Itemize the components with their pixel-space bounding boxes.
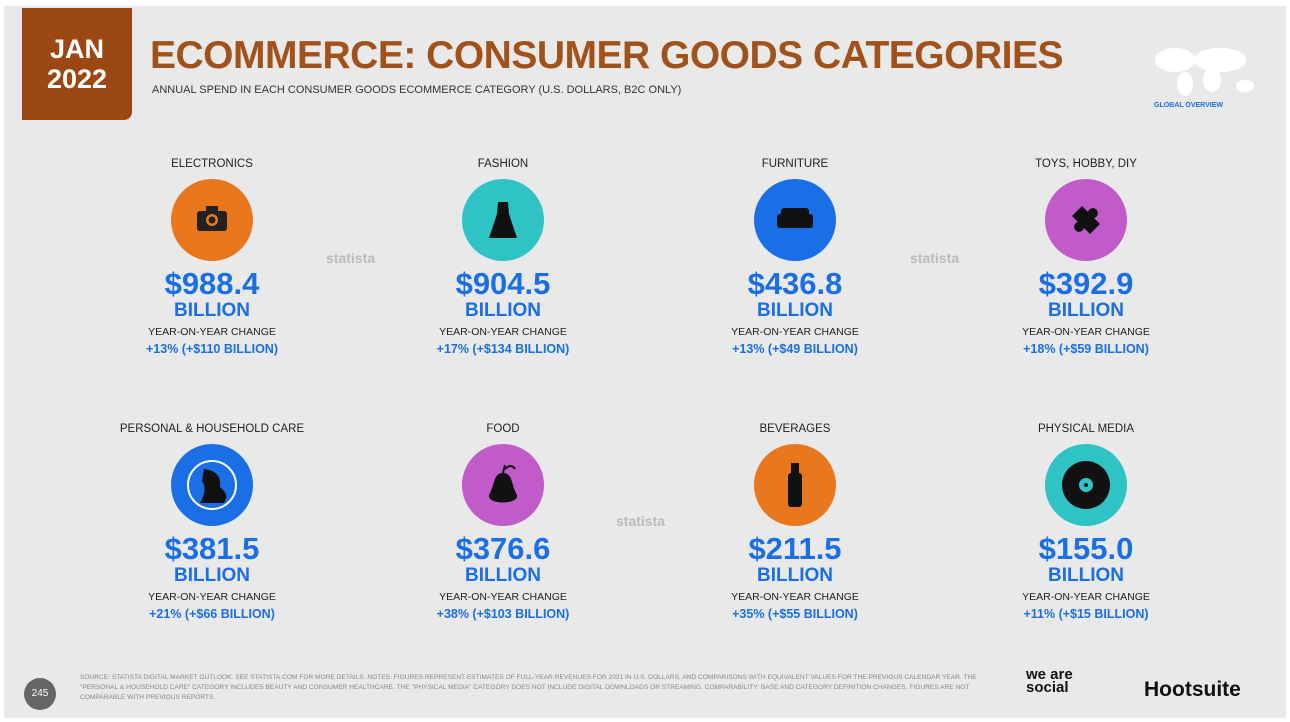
map-label: GLOBAL OVERVIEW	[1154, 102, 1223, 109]
change-label: YEAR-ON-YEAR CHANGE	[731, 591, 859, 603]
category-cell: PERSONAL & HOUSEHOLD CARE $381.5 BILLION YE…	[82, 423, 342, 621]
category-name: ELECTRONICS	[171, 158, 253, 170]
slide: JAN 2022 ECOMMERCE: CONSUMER GOODS CATEGO…	[4, 6, 1286, 718]
category-icon	[754, 179, 836, 261]
category-icon	[462, 444, 544, 526]
category-value: $155.0	[1038, 531, 1134, 566]
change-label: YEAR-ON-YEAR CHANGE	[439, 326, 567, 338]
category-name: TOYS, HOBBY, DIY	[1035, 158, 1137, 170]
category-cell: PHYSICAL MEDIA $155.0 BILLION YEAR-ON-YEAR …	[956, 423, 1216, 621]
change-label: YEAR-ON-YEAR CHANGE	[1022, 326, 1150, 338]
category-unit: BILLION	[465, 565, 541, 586]
category-name: PHYSICAL MEDIA	[1037, 423, 1135, 435]
change-value: +13% (+$110 BILLION)	[145, 342, 278, 356]
category-value: $436.8	[747, 266, 843, 301]
category-value: $392.9	[1038, 266, 1134, 301]
category-unit: BILLION	[465, 300, 541, 321]
badge-year: 2022	[46, 64, 108, 94]
we-are-social-logo: we are social	[1026, 666, 1073, 696]
category-value: $376.6	[455, 531, 551, 566]
page-number: 245	[24, 678, 56, 710]
subtitle: ANNUAL SPEND IN EACH CONSUMER GOODS ECOM…	[152, 84, 682, 96]
category-cell: TOYS, HOBBY, DIY $392.9 BILLION YEAR-ON-YEA…	[956, 158, 1216, 356]
title: ECOMMERCE: CONSUMER GOODS CATEGORIES	[150, 34, 1064, 77]
category-icon	[171, 444, 253, 526]
category-name: BEVERAGES	[759, 423, 831, 435]
category-value: $988.4	[164, 266, 260, 301]
change-value: +18% (+$59 BILLION)	[1023, 342, 1149, 356]
hootsuite-logo: Hootsuite	[1144, 678, 1241, 701]
date-badge: JAN 2022	[22, 8, 132, 120]
change-value: +17% (+$134 BILLION)	[436, 342, 570, 356]
category-cell: FOOD $376.6 BILLION YEAR-ON-YEAR CHANGE +38%…	[373, 423, 633, 621]
world-map	[1155, 48, 1254, 96]
category-icon	[754, 444, 836, 526]
category-value: $904.5	[455, 266, 551, 301]
change-value: +35% (+$55 BILLION)	[732, 607, 858, 621]
category-icon	[1045, 179, 1127, 261]
category-unit: BILLION	[174, 300, 250, 321]
watermark: statista	[910, 250, 960, 266]
change-value: +21% (+$66 BILLION)	[149, 607, 275, 621]
category-value: $381.5	[164, 531, 260, 566]
watermark: statista	[616, 513, 666, 529]
category-cell: FURNITURE $436.8 BILLION YEAR-ON-YEAR CHANG…	[665, 158, 925, 356]
category-name: PERSONAL & HOUSEHOLD CARE	[119, 423, 305, 435]
category-unit: BILLION	[757, 565, 833, 586]
category-icon	[462, 179, 544, 261]
category-unit: BILLION	[174, 565, 250, 586]
change-label: YEAR-ON-YEAR CHANGE	[1022, 591, 1150, 603]
badge-month: JAN	[49, 34, 104, 64]
change-label: YEAR-ON-YEAR CHANGE	[439, 591, 567, 603]
change-label: YEAR-ON-YEAR CHANGE	[148, 326, 276, 338]
category-icon	[1045, 444, 1127, 526]
change-value: +11% (+$15 BILLION)	[1023, 607, 1149, 621]
change-value: +38% (+$103 BILLION)	[436, 607, 570, 621]
change-value: +13% (+$49 BILLION)	[732, 342, 858, 356]
category-unit: BILLION	[1048, 300, 1124, 321]
category-icon	[171, 179, 253, 261]
category-cell: BEVERAGES $211.5 BILLION YEAR-ON-YEAR CHANG…	[665, 423, 925, 621]
category-name: FURNITURE	[761, 158, 829, 170]
change-label: YEAR-ON-YEAR CHANGE	[731, 326, 859, 338]
category-name: FOOD	[486, 423, 520, 435]
source-note: SOURCE: STATISTA DIGITAL MARKET OUTLOOK.…	[80, 674, 977, 701]
category-value: $211.5	[748, 531, 842, 566]
change-label: YEAR-ON-YEAR CHANGE	[148, 591, 276, 603]
category-unit: BILLION	[757, 300, 833, 321]
category-name: FASHION	[477, 158, 529, 170]
category-cell: ELECTRONICS $988.4 BILLION YEAR-ON-YEAR CHA…	[82, 158, 342, 356]
category-unit: BILLION	[1048, 565, 1124, 586]
category-cell: FASHION $904.5 BILLION YEAR-ON-YEAR CHANGE +…	[373, 158, 633, 356]
watermark: statista	[326, 250, 376, 266]
